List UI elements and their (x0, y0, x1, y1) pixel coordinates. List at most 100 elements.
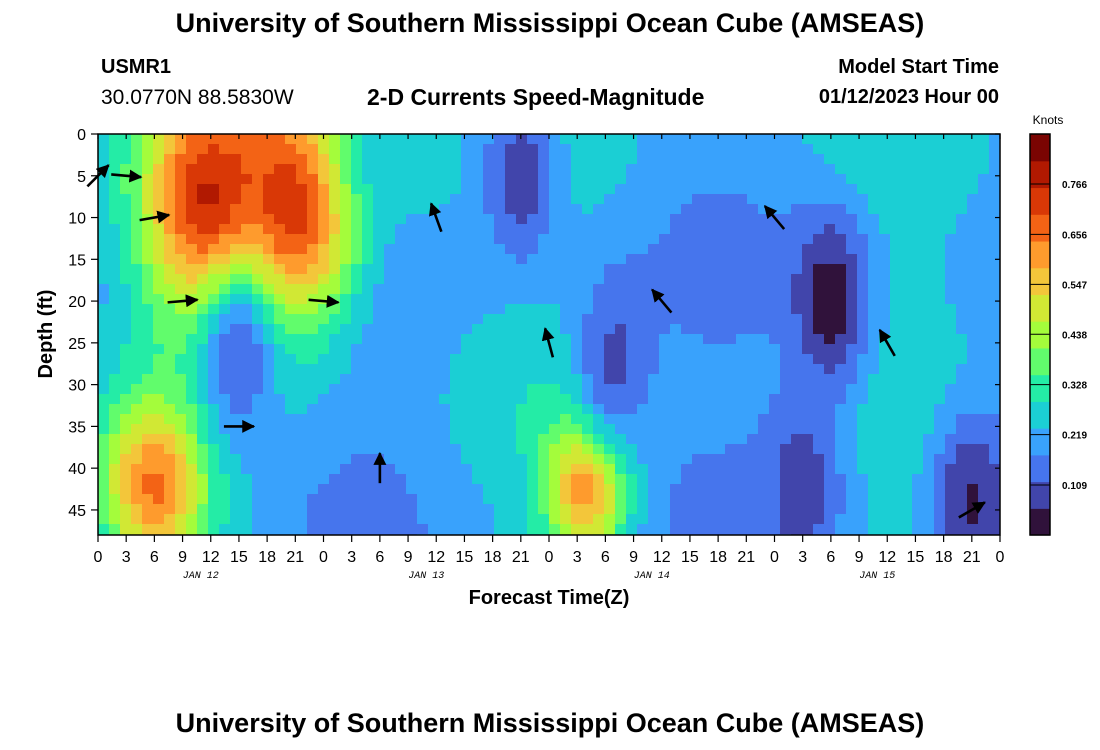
heat-cell (538, 244, 550, 255)
heat-cell (142, 204, 154, 215)
colorbar-band (1030, 187, 1050, 215)
heat-cell (472, 184, 484, 195)
heat-cell (846, 174, 858, 185)
heat-cell (736, 374, 748, 385)
heat-cell (934, 484, 946, 495)
heat-cell (318, 334, 330, 345)
heat-cell (538, 484, 550, 495)
heat-cell (98, 184, 110, 195)
heat-cell (494, 184, 506, 195)
heat-cell (560, 144, 572, 155)
heat-cell (813, 504, 825, 515)
heat-cell (571, 234, 583, 245)
heat-cell (494, 224, 506, 235)
heat-cell (461, 424, 473, 435)
heat-cell (714, 224, 726, 235)
heat-cell (604, 164, 616, 175)
heat-cell (406, 514, 418, 525)
heat-cell (758, 204, 770, 215)
heat-cell (681, 174, 693, 185)
heat-cell (494, 264, 506, 275)
heat-cell (406, 164, 418, 175)
heat-cell (769, 254, 781, 265)
heat-cell (670, 224, 682, 235)
heat-cell (923, 144, 935, 155)
heat-cell (373, 214, 385, 225)
heat-cell (923, 424, 935, 435)
heat-cell (219, 364, 231, 375)
heat-cell (747, 234, 759, 245)
heat-cell (846, 384, 858, 395)
heat-cell (769, 284, 781, 295)
heat-cell (571, 394, 583, 405)
heat-cell (505, 314, 517, 325)
x-tick-label: 12 (202, 549, 220, 566)
heat-cell (769, 434, 781, 445)
heat-cell (483, 274, 495, 285)
x-tick-label: 15 (456, 549, 474, 566)
heat-cell (681, 424, 693, 435)
heat-cell (978, 434, 990, 445)
heat-cell (384, 444, 396, 455)
heat-cell (219, 244, 231, 255)
heat-cell (637, 394, 649, 405)
heat-cell (340, 334, 352, 345)
heat-cell (384, 434, 396, 445)
heat-cell (703, 324, 715, 335)
heat-cell (373, 514, 385, 525)
heat-cell (857, 254, 869, 265)
heat-cell (230, 194, 242, 205)
heat-cell (725, 174, 737, 185)
heat-cell (384, 474, 396, 485)
heat-cell (868, 314, 880, 325)
heat-cell (549, 434, 561, 445)
heat-cell (593, 204, 605, 215)
heat-cell (153, 274, 165, 285)
heat-cell (648, 524, 660, 535)
heat-cell (538, 134, 550, 145)
heat-cell (164, 314, 176, 325)
heat-cell (274, 394, 286, 405)
heat-cell (472, 224, 484, 235)
heat-cell (373, 344, 385, 355)
heat-cell (274, 184, 286, 195)
heat-cell (373, 434, 385, 445)
heat-cell (901, 154, 913, 165)
heat-cell (945, 514, 957, 525)
heat-cell (395, 374, 407, 385)
heat-cell (362, 354, 374, 365)
heat-cell (736, 224, 748, 235)
heat-cell (98, 224, 110, 235)
heat-cell (901, 374, 913, 385)
heat-cell (395, 334, 407, 345)
heat-cell (318, 284, 330, 295)
heat-cell (747, 494, 759, 505)
heat-cell (604, 144, 616, 155)
heat-cell (648, 204, 660, 215)
heat-cell (351, 254, 363, 265)
heat-cell (351, 414, 363, 425)
heat-cell (769, 134, 781, 145)
heat-cell (516, 164, 528, 175)
heat-cell (439, 504, 451, 515)
heat-cell (791, 424, 803, 435)
heat-cell (670, 254, 682, 265)
heat-cell (98, 134, 110, 145)
heat-cell (923, 404, 935, 415)
heat-cell (153, 354, 165, 365)
heat-cell (890, 374, 902, 385)
heat-cell (538, 454, 550, 465)
heat-cell (846, 164, 858, 175)
heat-cell (967, 524, 979, 535)
heat-cell (956, 414, 968, 425)
heat-cell (428, 454, 440, 465)
heat-cell (626, 404, 638, 415)
heat-cell (527, 234, 539, 245)
heat-cell (890, 284, 902, 295)
colorbar-band (1030, 240, 1050, 269)
heat-cell (637, 454, 649, 465)
heat-cell (692, 194, 704, 205)
heat-cell (703, 444, 715, 455)
heat-cell (472, 374, 484, 385)
heat-cell (923, 434, 935, 445)
